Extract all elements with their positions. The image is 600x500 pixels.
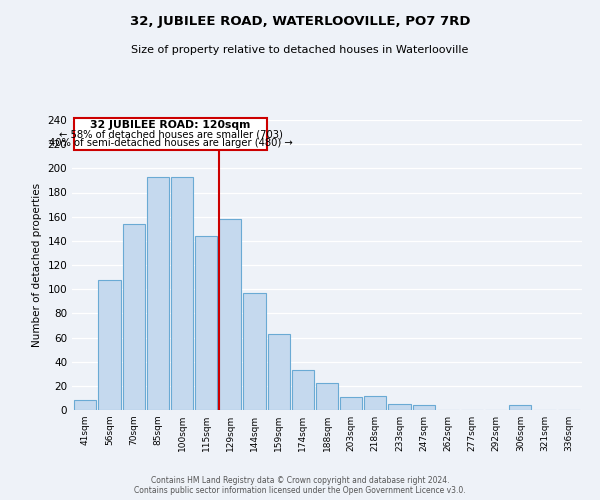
Bar — [146, 177, 169, 410]
Bar — [268, 334, 290, 410]
Bar — [122, 224, 145, 410]
Bar — [364, 396, 386, 410]
Text: 32 JUBILEE ROAD: 120sqm: 32 JUBILEE ROAD: 120sqm — [91, 120, 251, 130]
Bar — [195, 236, 217, 410]
Bar — [74, 400, 97, 410]
Bar — [413, 405, 435, 410]
Text: Contains HM Land Registry data © Crown copyright and database right 2024.: Contains HM Land Registry data © Crown c… — [151, 476, 449, 485]
Bar — [340, 396, 362, 410]
Text: Size of property relative to detached houses in Waterlooville: Size of property relative to detached ho… — [131, 45, 469, 55]
Text: Contains public sector information licensed under the Open Government Licence v3: Contains public sector information licen… — [134, 486, 466, 495]
Bar — [98, 280, 121, 410]
FancyBboxPatch shape — [74, 118, 266, 150]
Y-axis label: Number of detached properties: Number of detached properties — [32, 183, 42, 347]
Bar — [171, 177, 193, 410]
Bar — [316, 384, 338, 410]
Text: ← 58% of detached houses are smaller (703): ← 58% of detached houses are smaller (70… — [59, 129, 283, 139]
Bar — [244, 293, 266, 410]
Text: 32, JUBILEE ROAD, WATERLOOVILLE, PO7 7RD: 32, JUBILEE ROAD, WATERLOOVILLE, PO7 7RD — [130, 15, 470, 28]
Bar — [292, 370, 314, 410]
Bar — [388, 404, 410, 410]
Text: 40% of semi-detached houses are larger (480) →: 40% of semi-detached houses are larger (… — [49, 138, 292, 148]
Bar — [509, 405, 532, 410]
Bar — [219, 219, 241, 410]
